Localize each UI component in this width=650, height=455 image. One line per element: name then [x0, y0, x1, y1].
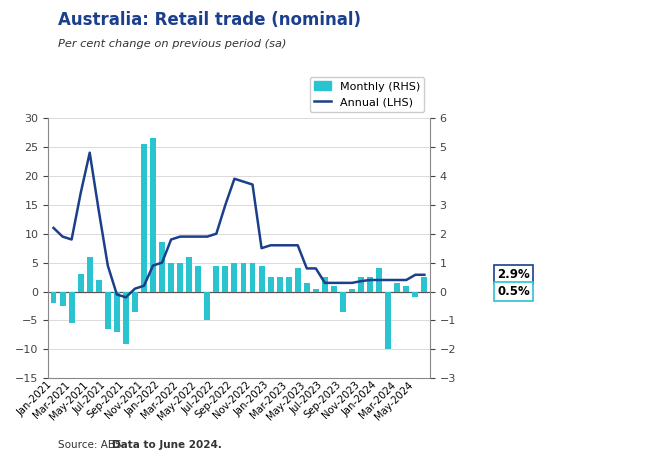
Annual (LHS) — [421, 272, 428, 278]
Bar — [304, 283, 310, 292]
Text: Australia: Retail trade (nominal): Australia: Retail trade (nominal) — [58, 11, 361, 30]
Bar — [322, 277, 328, 292]
Text: Data to June 2024.: Data to June 2024. — [112, 440, 222, 450]
Text: 0.5%: 0.5% — [497, 285, 530, 298]
Annual (LHS) — [167, 237, 175, 242]
Text: 2.9%: 2.9% — [497, 268, 530, 281]
Annual (LHS) — [366, 277, 374, 283]
Bar — [395, 283, 400, 292]
Bar — [277, 277, 283, 292]
Annual (LHS) — [140, 283, 148, 288]
Bar — [141, 144, 147, 292]
Bar — [340, 292, 346, 312]
Bar — [114, 292, 120, 332]
Bar — [195, 266, 202, 292]
Bar — [412, 292, 418, 298]
Annual (LHS) — [194, 234, 202, 239]
Bar — [349, 288, 355, 292]
Bar — [250, 263, 255, 292]
Annual (LHS) — [375, 277, 383, 283]
Bar — [86, 257, 93, 292]
Text: Per cent change on previous period (sa): Per cent change on previous period (sa) — [58, 39, 287, 49]
Annual (LHS) — [176, 234, 184, 239]
Annual (LHS) — [95, 208, 103, 213]
Annual (LHS) — [402, 277, 410, 283]
Bar — [331, 286, 337, 292]
Bar — [132, 292, 138, 312]
Legend: Monthly (RHS), Annual (LHS): Monthly (RHS), Annual (LHS) — [309, 77, 424, 112]
Annual (LHS) — [303, 266, 311, 271]
Bar — [159, 243, 165, 292]
Annual (LHS) — [384, 277, 392, 283]
Bar — [213, 266, 219, 292]
Annual (LHS) — [393, 277, 401, 283]
Annual (LHS) — [104, 263, 112, 268]
Bar — [168, 263, 174, 292]
Annual (LHS) — [131, 286, 139, 291]
Bar — [123, 292, 129, 344]
Bar — [385, 292, 391, 349]
Annual (LHS) — [321, 280, 329, 286]
Annual (LHS) — [86, 150, 94, 156]
Annual (LHS) — [294, 243, 302, 248]
Annual (LHS) — [330, 280, 338, 286]
Annual (LHS) — [240, 179, 248, 184]
Bar — [177, 263, 183, 292]
Annual (LHS) — [149, 263, 157, 268]
Annual (LHS) — [213, 231, 220, 237]
Bar — [204, 292, 210, 320]
Text: Source: ABS.: Source: ABS. — [58, 440, 132, 450]
Annual (LHS) — [339, 280, 347, 286]
Annual (LHS) — [348, 280, 356, 286]
Annual (LHS) — [285, 243, 292, 248]
Annual (LHS) — [185, 234, 193, 239]
Annual (LHS) — [68, 237, 75, 242]
Bar — [286, 277, 292, 292]
Annual (LHS) — [113, 292, 121, 297]
Annual (LHS) — [312, 266, 320, 271]
Annual (LHS) — [231, 176, 239, 182]
Bar — [96, 280, 101, 292]
Annual (LHS) — [58, 234, 66, 239]
Bar — [268, 277, 274, 292]
Bar — [69, 292, 75, 324]
Annual (LHS) — [411, 272, 419, 278]
Annual (LHS) — [49, 225, 57, 231]
Bar — [295, 268, 301, 292]
Bar — [150, 138, 156, 292]
Bar — [259, 266, 265, 292]
Bar — [187, 257, 192, 292]
Bar — [376, 268, 382, 292]
Annual (LHS) — [248, 182, 256, 187]
Bar — [105, 292, 111, 329]
Annual (LHS) — [158, 260, 166, 265]
Bar — [367, 277, 373, 292]
Bar — [60, 292, 66, 306]
Bar — [421, 277, 427, 292]
Bar — [240, 263, 246, 292]
Bar — [51, 292, 57, 303]
Bar — [231, 263, 237, 292]
Bar — [78, 274, 84, 292]
Line: Annual (LHS): Annual (LHS) — [53, 153, 424, 298]
Annual (LHS) — [203, 234, 211, 239]
Bar — [313, 288, 318, 292]
Annual (LHS) — [122, 295, 130, 300]
Annual (LHS) — [77, 191, 85, 196]
Annual (LHS) — [266, 243, 274, 248]
Annual (LHS) — [357, 278, 365, 284]
Bar — [404, 286, 410, 292]
Bar — [358, 277, 364, 292]
Bar — [222, 266, 228, 292]
Annual (LHS) — [276, 243, 283, 248]
Annual (LHS) — [222, 202, 229, 207]
Annual (LHS) — [257, 245, 265, 251]
